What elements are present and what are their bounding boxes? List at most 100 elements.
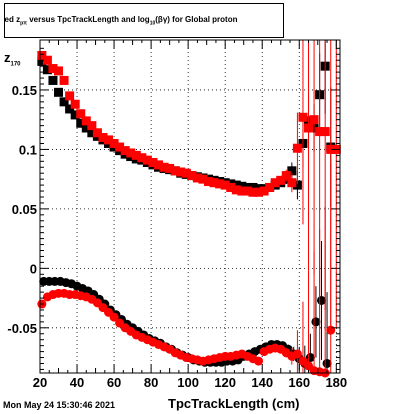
data-point xyxy=(320,127,330,137)
data-point xyxy=(237,186,247,196)
title-prefix: itted z xyxy=(4,14,21,24)
y-axis-title-sub: 170 xyxy=(10,61,21,68)
data-point xyxy=(104,135,114,145)
data-point xyxy=(292,349,302,359)
data-point xyxy=(59,97,69,107)
data-point xyxy=(270,178,280,188)
data-point xyxy=(37,56,47,66)
plot-title: itted zpπ versus TpcTrackLength and log1… xyxy=(4,14,238,27)
y-axis-title-main: z xyxy=(4,50,11,65)
x-tick-label: 20 xyxy=(33,375,47,390)
data-point xyxy=(92,128,102,138)
x-tick-label: 120 xyxy=(214,375,236,390)
data-point xyxy=(87,121,97,131)
data-point xyxy=(298,112,308,122)
x-tick-label: 160 xyxy=(288,375,310,390)
data-point xyxy=(242,186,252,196)
x-tick-label: 40 xyxy=(70,375,84,390)
title-suffix: (βγ) for Global proton xyxy=(155,14,238,24)
data-point xyxy=(70,99,80,109)
y-tick-label: 0 xyxy=(30,261,37,276)
data-point xyxy=(304,123,314,133)
data-point xyxy=(231,185,241,195)
grid-lines xyxy=(39,40,340,373)
y-axis-title: z170 xyxy=(4,50,21,68)
data-point xyxy=(142,155,152,165)
data-point xyxy=(65,91,75,101)
data-point xyxy=(98,133,108,143)
data-point xyxy=(181,168,191,178)
x-tick-label: 100 xyxy=(177,375,199,390)
data-markers xyxy=(37,40,341,378)
data-point xyxy=(115,142,125,152)
y-tick-label: 0.05 xyxy=(12,202,37,217)
data-point xyxy=(254,187,264,197)
title-middle: versus TpcTrackLength and log xyxy=(27,14,150,24)
data-point xyxy=(81,123,91,133)
data-point xyxy=(59,75,69,85)
data-point xyxy=(137,153,147,163)
axes: 20 40 60 80 100 120 140 160 180 -0.05 0 0.05 0.1 0.15 xyxy=(7,39,347,390)
data-point xyxy=(248,187,258,197)
data-point xyxy=(37,50,47,60)
data-point xyxy=(276,175,286,185)
x-axis-title: TpcTrackLength (cm) xyxy=(168,396,300,411)
data-point xyxy=(220,180,230,190)
data-point xyxy=(209,178,219,188)
data-point xyxy=(226,182,236,192)
data-point xyxy=(42,55,52,65)
data-point xyxy=(126,148,136,158)
data-point xyxy=(148,157,158,167)
data-point xyxy=(204,177,214,187)
x-tick-label: 140 xyxy=(251,375,273,390)
plot-frame xyxy=(39,39,341,374)
data-point xyxy=(254,356,264,366)
data-point xyxy=(287,178,297,188)
data-point xyxy=(54,87,64,97)
data-point xyxy=(70,110,80,120)
data-point xyxy=(76,109,86,119)
data-point xyxy=(198,174,208,184)
data-point xyxy=(65,104,75,114)
data-point xyxy=(281,171,291,181)
data-point xyxy=(265,182,275,192)
data-point xyxy=(109,138,119,148)
x-tick-label: 60 xyxy=(107,375,121,390)
data-point xyxy=(170,166,180,176)
y-tick-label: 0.1 xyxy=(19,142,37,157)
data-point xyxy=(120,146,130,156)
title-sub2: 10 xyxy=(149,20,156,27)
data-point xyxy=(109,312,119,322)
data-point xyxy=(48,75,58,85)
data-point xyxy=(326,325,336,335)
data-point xyxy=(192,173,202,183)
data-point xyxy=(81,116,91,126)
data-point xyxy=(159,162,169,172)
data-point xyxy=(248,182,258,192)
data-point xyxy=(316,295,326,305)
data-point xyxy=(287,166,297,176)
plot-title-box: itted zpπ versus TpcTrackLength and log1… xyxy=(4,3,284,38)
data-point xyxy=(87,128,97,138)
data-point xyxy=(54,66,64,76)
data-point xyxy=(154,160,164,170)
data-point xyxy=(326,144,336,154)
data-point xyxy=(309,115,319,125)
data-point xyxy=(165,163,175,173)
data-point xyxy=(176,167,186,177)
data-point xyxy=(292,143,302,153)
title-sub1: pπ xyxy=(20,20,27,27)
data-point xyxy=(237,181,247,191)
data-point xyxy=(259,186,269,196)
data-point xyxy=(187,171,197,181)
data-point xyxy=(231,180,241,190)
data-point xyxy=(315,127,325,137)
y-tick-label: -0.05 xyxy=(7,321,37,336)
data-point xyxy=(292,180,302,190)
x-tick-label: 80 xyxy=(144,375,158,390)
data-point xyxy=(322,358,332,368)
data-point xyxy=(311,317,321,327)
data-point xyxy=(76,118,86,128)
data-point xyxy=(215,179,225,189)
